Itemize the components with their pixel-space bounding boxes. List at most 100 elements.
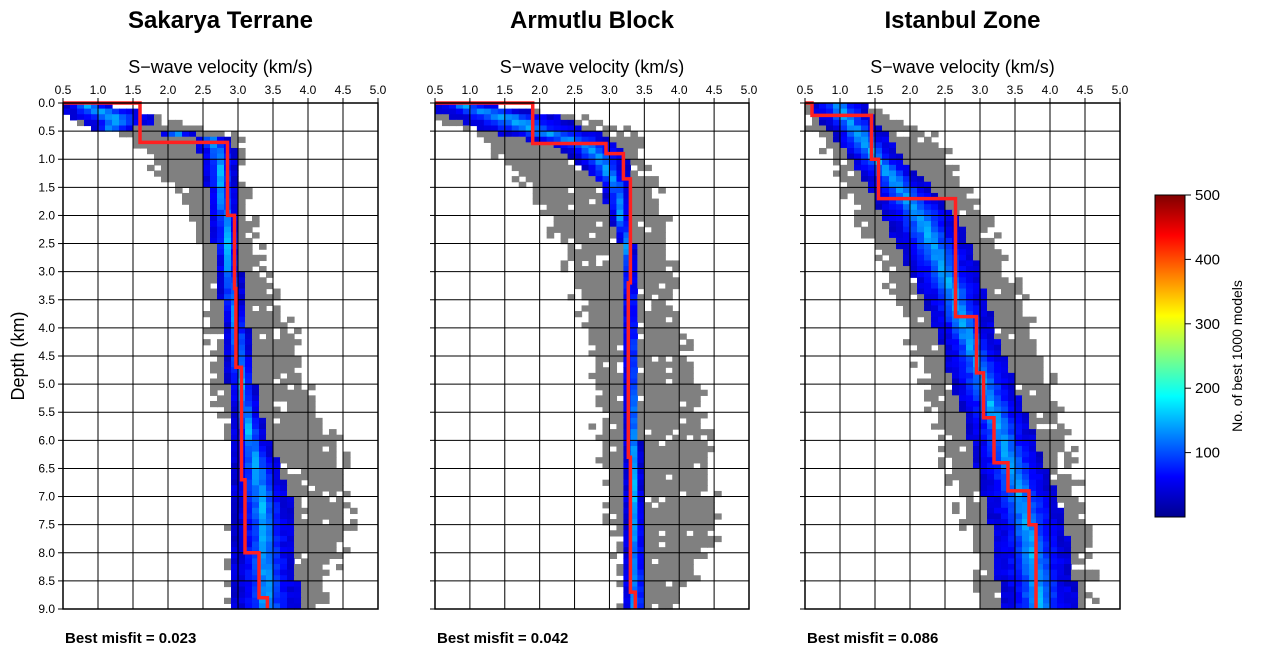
heatmap-cell bbox=[231, 199, 239, 205]
heatmap-cell bbox=[672, 362, 680, 368]
heatmap-cell bbox=[938, 345, 946, 351]
heatmap-cell bbox=[266, 362, 274, 368]
heatmap-cell bbox=[665, 513, 673, 519]
heatmap-cell bbox=[868, 170, 876, 176]
heatmap-cell bbox=[882, 114, 890, 120]
heatmap-cell bbox=[609, 356, 617, 362]
heatmap-cell bbox=[336, 564, 344, 570]
heatmap-cell bbox=[987, 513, 995, 519]
heatmap-cell bbox=[589, 244, 597, 250]
heatmap-cell bbox=[498, 131, 506, 137]
heatmap-cell bbox=[224, 401, 232, 407]
heatmap-cell bbox=[595, 356, 603, 362]
heatmap-cell bbox=[924, 317, 932, 323]
heatmap-cell bbox=[238, 148, 246, 154]
heatmap-cell bbox=[217, 199, 225, 205]
heatmap-cell bbox=[924, 345, 932, 351]
heatmap-cell bbox=[917, 249, 925, 255]
heatmap-cell bbox=[589, 373, 597, 379]
heatmap-cell bbox=[840, 193, 848, 199]
heatmap-cell bbox=[595, 277, 603, 283]
heatmap-cell bbox=[245, 362, 253, 368]
heatmap-cell bbox=[910, 328, 918, 334]
heatmap-cell bbox=[609, 260, 617, 266]
heatmap-cell bbox=[1050, 468, 1058, 474]
heatmap-cell bbox=[280, 440, 288, 446]
heatmap-cell bbox=[700, 390, 708, 396]
heatmap-cell bbox=[665, 384, 673, 390]
heatmap-cell bbox=[575, 277, 583, 283]
heatmap-cell bbox=[1022, 542, 1030, 548]
heatmap-cell bbox=[672, 373, 680, 379]
heatmap-cell bbox=[224, 558, 232, 564]
heatmap-cell bbox=[994, 497, 1002, 503]
heatmap-cell bbox=[665, 497, 673, 503]
heatmap-cell bbox=[623, 598, 631, 604]
heatmap-cell bbox=[1008, 384, 1016, 390]
heatmap-cell bbox=[672, 367, 680, 373]
heatmap-cell bbox=[1008, 401, 1016, 407]
heatmap-cell bbox=[672, 558, 680, 564]
heatmap-cell bbox=[308, 570, 316, 576]
heatmap-cell bbox=[498, 148, 506, 154]
heatmap-cell bbox=[672, 395, 680, 401]
heatmap-cell bbox=[889, 204, 897, 210]
heatmap-cell bbox=[630, 418, 638, 424]
heatmap-cell bbox=[959, 468, 967, 474]
heatmap-cell bbox=[238, 215, 246, 221]
heatmap-cell bbox=[1064, 513, 1072, 519]
heatmap-cell bbox=[959, 255, 967, 261]
heatmap-cell bbox=[1078, 536, 1086, 542]
heatmap-cell bbox=[693, 384, 701, 390]
heatmap-cell bbox=[672, 542, 680, 548]
heatmap-cell bbox=[665, 480, 673, 486]
heatmap-cell bbox=[994, 362, 1002, 368]
heatmap-cell bbox=[686, 390, 694, 396]
chart-title: Armutlu Block bbox=[510, 7, 675, 34]
heatmap-cell bbox=[308, 558, 316, 564]
heatmap-cell bbox=[308, 513, 316, 519]
heatmap-cell bbox=[287, 373, 295, 379]
heatmap-cell bbox=[644, 356, 652, 362]
heatmap-cell bbox=[959, 199, 967, 205]
heatmap-cell bbox=[987, 592, 995, 598]
heatmap-cell bbox=[1008, 311, 1016, 317]
heatmap-cell bbox=[1029, 468, 1037, 474]
heatmap-cell bbox=[1015, 367, 1023, 373]
heatmap-cell bbox=[966, 446, 974, 452]
heatmap-cell bbox=[329, 542, 337, 548]
heatmap-cell bbox=[287, 452, 295, 458]
heatmap-cell bbox=[1015, 418, 1023, 424]
heatmap-cell bbox=[582, 170, 590, 176]
heatmap-cell bbox=[973, 513, 981, 519]
heatmap-cell bbox=[1029, 356, 1037, 362]
heatmap-cell bbox=[910, 159, 918, 165]
heatmap-cell bbox=[987, 221, 995, 227]
heatmap-cell bbox=[840, 103, 848, 109]
heatmap-cell bbox=[672, 401, 680, 407]
heatmap-cell bbox=[609, 412, 617, 418]
heatmap-cell bbox=[589, 249, 597, 255]
heatmap-cell bbox=[637, 530, 645, 536]
heatmap-cell bbox=[616, 193, 624, 199]
heatmap-cell bbox=[266, 311, 274, 317]
heatmap-cell bbox=[329, 525, 337, 531]
heatmap-cell bbox=[519, 159, 527, 165]
heatmap-cell bbox=[1085, 570, 1093, 576]
heatmap-cell bbox=[973, 508, 981, 514]
heatmap-cell bbox=[616, 227, 624, 233]
heatmap-cell bbox=[168, 176, 176, 182]
heatmap-cell bbox=[1015, 480, 1023, 486]
heatmap-cell bbox=[959, 418, 967, 424]
heatmap-cell bbox=[686, 418, 694, 424]
heatmap-cell bbox=[686, 412, 694, 418]
heatmap-cell bbox=[707, 536, 715, 542]
heatmap-cell bbox=[602, 176, 610, 182]
heatmap-cell bbox=[1008, 367, 1016, 373]
heatmap-cell bbox=[266, 356, 274, 362]
heatmap-cell bbox=[987, 373, 995, 379]
heatmap-cell bbox=[973, 536, 981, 542]
heatmap-cell bbox=[665, 423, 673, 429]
heatmap-cell bbox=[644, 446, 652, 452]
heatmap-cell bbox=[1015, 311, 1023, 317]
